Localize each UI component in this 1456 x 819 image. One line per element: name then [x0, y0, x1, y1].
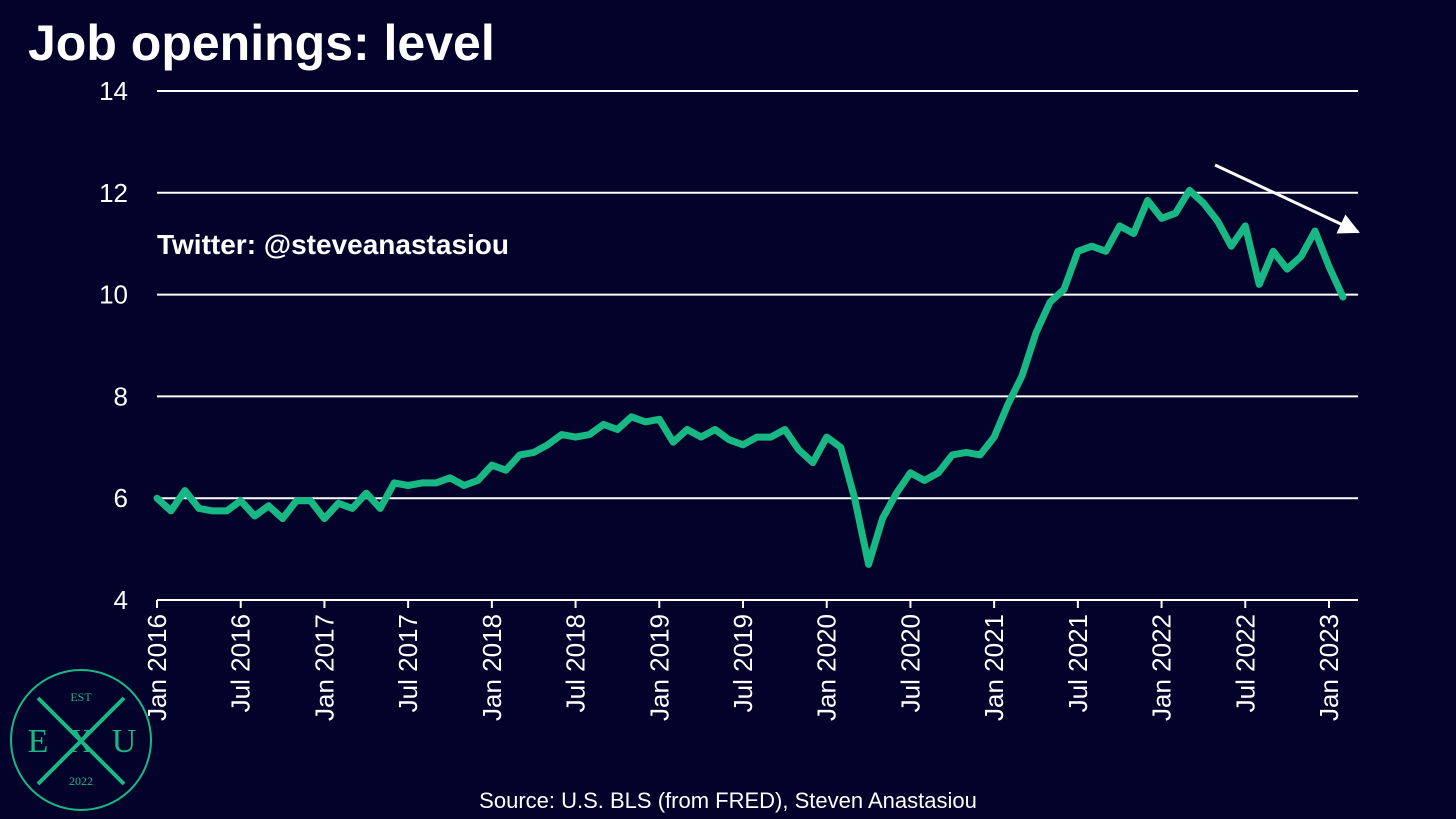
x-tick-label: Jul 2016 — [226, 614, 256, 712]
x-tick-label: Jan 2023 — [1314, 614, 1344, 721]
x-tick-label: Jul 2020 — [895, 614, 925, 712]
x-tick-label: Jul 2018 — [561, 614, 591, 712]
logo-text: X — [69, 723, 94, 760]
y-tick-label: 8 — [114, 381, 128, 411]
x-tick-label: Jan 2019 — [644, 614, 674, 721]
trend-arrow — [1214, 163, 1360, 234]
x-tick-label: Jan 2016 — [142, 614, 172, 721]
logo-text: 2022 — [69, 774, 93, 788]
logo: EST E X U 2022 — [10, 669, 152, 811]
data-line — [153, 186, 1347, 568]
x-tick-label: Jan 2022 — [1147, 614, 1177, 721]
logo-stroke — [36, 696, 126, 786]
x-tick-label: Jan 2020 — [812, 614, 842, 721]
y-tick-label: 12 — [99, 178, 128, 208]
y-tick-label: 4 — [114, 585, 128, 615]
x-tick-label: Jan 2021 — [979, 614, 1009, 721]
logo-text: U — [112, 723, 137, 760]
chart-title: Job openings: level — [28, 15, 495, 71]
logo-text: E — [28, 723, 49, 760]
annotation: Twitter: @steveanastasiou — [157, 229, 509, 260]
y-tick-label: 14 — [99, 76, 128, 106]
x-tick-label: Jul 2021 — [1063, 614, 1093, 712]
x-tick-label: Jul 2017 — [393, 614, 423, 712]
x-tick-label: Jan 2017 — [309, 614, 339, 721]
x-tick-label: Jul 2022 — [1230, 614, 1260, 712]
x-tick-label: Jul 2019 — [728, 614, 758, 712]
source: Source: U.S. BLS (from FRED), Steven Ana… — [479, 788, 977, 813]
y-tick-label: 10 — [99, 280, 128, 310]
logo-ring — [10, 669, 152, 811]
x-tick-label: Jan 2018 — [477, 614, 507, 721]
y-tick-label: 6 — [114, 483, 128, 513]
logo-text: EST — [70, 690, 92, 704]
